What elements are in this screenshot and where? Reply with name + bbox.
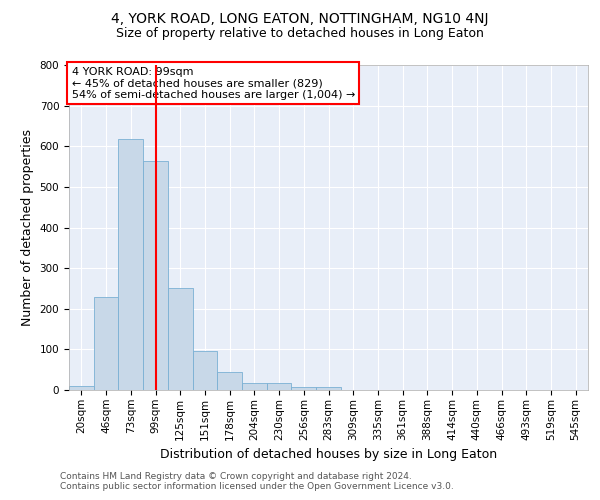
Text: 4 YORK ROAD: 99sqm
← 45% of detached houses are smaller (829)
54% of semi-detach: 4 YORK ROAD: 99sqm ← 45% of detached hou… (71, 66, 355, 100)
Text: Contains HM Land Registry data © Crown copyright and database right 2024.: Contains HM Land Registry data © Crown c… (60, 472, 412, 481)
Bar (193, 351, 217, 390)
Text: Contains public sector information licensed under the Open Government Licence v3: Contains public sector information licen… (60, 482, 454, 491)
Bar (94, 298, 118, 390)
Text: 4, YORK ROAD, LONG EATON, NOTTINGHAM, NG10 4NJ: 4, YORK ROAD, LONG EATON, NOTTINGHAM, NG… (111, 12, 489, 26)
Y-axis label: Number of detached properties: Number of detached properties (21, 129, 34, 326)
Bar (143, 162, 168, 390)
Bar (316, 387, 341, 390)
Bar (217, 372, 242, 390)
Bar (168, 288, 193, 390)
Text: Size of property relative to detached houses in Long Eaton: Size of property relative to detached ho… (116, 28, 484, 40)
Bar (118, 139, 143, 390)
Bar (267, 382, 292, 390)
Bar (242, 382, 267, 390)
Bar (292, 387, 316, 390)
Bar (69, 386, 94, 390)
X-axis label: Distribution of detached houses by size in Long Eaton: Distribution of detached houses by size … (160, 448, 497, 461)
